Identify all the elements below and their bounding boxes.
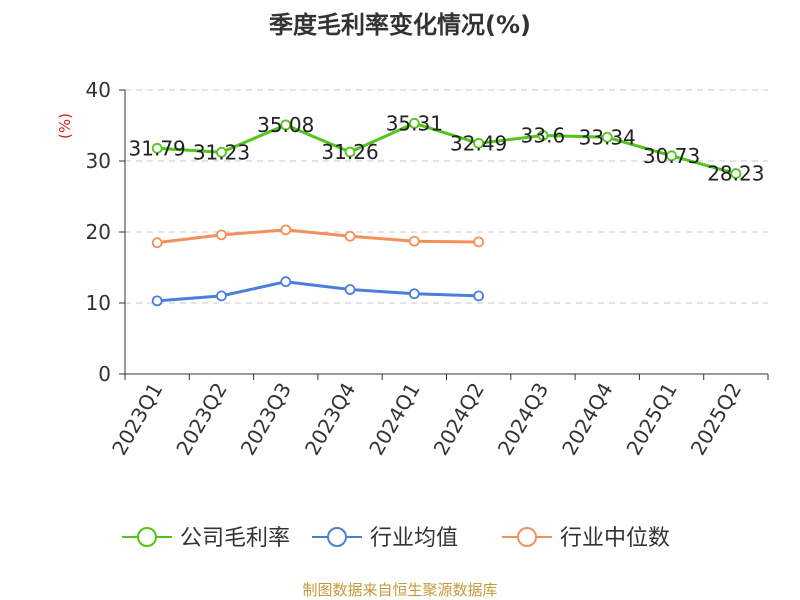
legend: 公司毛利率 行业均值 行业中位数 <box>122 526 670 551</box>
x-tick-label: 2024Q4 <box>557 379 617 460</box>
data-label: 31.23 <box>193 140 250 164</box>
gridlines <box>125 89 768 304</box>
data-point <box>280 224 292 236</box>
x-tick-label: 2025Q2 <box>686 379 746 460</box>
series-line <box>157 121 737 176</box>
y-tick-label: 20 <box>86 220 111 244</box>
series-line <box>157 280 479 303</box>
legend-label: 公司毛利率 <box>180 526 290 551</box>
legend-marker <box>517 527 537 547</box>
series-0 <box>151 117 742 179</box>
data-label: 30.73 <box>643 144 700 168</box>
data-labels: 31.79 31.23 35.08 31.26 35.31 32.49 33.6 33.34 3… <box>129 111 765 185</box>
data-point <box>537 130 549 141</box>
data-point <box>280 119 292 131</box>
data-point <box>344 230 356 242</box>
y-axis-label: (%) <box>56 113 74 139</box>
data-point <box>408 117 420 129</box>
legend-item: 公司毛利率 <box>122 526 290 551</box>
x-tick-label: 2024Q2 <box>429 379 489 460</box>
data-point <box>151 142 163 154</box>
data-point <box>473 137 485 149</box>
series-1 <box>151 276 485 307</box>
data-point <box>408 288 420 300</box>
data-label: 35.08 <box>257 113 314 137</box>
legend-item: 行业中位数 <box>502 526 670 551</box>
data-point <box>730 168 742 179</box>
y-tick-label: 0 <box>98 362 111 386</box>
legend-marker <box>137 527 157 547</box>
chart-title: 季度毛利率变化情况(%) <box>269 11 531 39</box>
y-tick-label: 10 <box>86 291 111 315</box>
data-point <box>216 146 227 158</box>
series-line <box>156 228 479 245</box>
data-label: 32.49 <box>450 131 507 155</box>
x-tick-label: 2023Q3 <box>236 379 296 460</box>
x-tick-label: 2023Q1 <box>107 379 167 460</box>
data-point <box>280 276 292 288</box>
series-2 <box>151 224 485 249</box>
legend-marker <box>327 527 347 547</box>
data-label: 28.23 <box>707 162 764 186</box>
data-point <box>344 146 356 158</box>
data-point <box>473 236 485 248</box>
x-tick-label: 2025Q1 <box>621 379 681 460</box>
data-point <box>601 131 613 143</box>
series-group <box>151 117 742 307</box>
data-label: 35.31 <box>386 111 443 135</box>
x-tick-label: 2023Q2 <box>171 379 231 460</box>
legend-label: 行业均值 <box>370 526 458 551</box>
data-point <box>473 290 485 302</box>
x-tick-label: 2024Q3 <box>493 379 553 460</box>
legend-item: 行业均值 <box>312 526 458 551</box>
data-point <box>216 229 227 241</box>
x-tick-label: 2023Q4 <box>300 379 360 460</box>
data-point <box>151 295 163 307</box>
x-tick-label: 2024Q1 <box>364 379 424 460</box>
legend-label: 行业中位数 <box>560 526 670 551</box>
data-label: 33.34 <box>579 125 636 149</box>
data-point <box>151 237 163 249</box>
data-point <box>344 284 356 295</box>
source-footer: 制图数据来自恒生聚源数据库 <box>302 581 497 599</box>
data-point <box>666 150 677 162</box>
data-point <box>216 290 227 302</box>
data-label: 33.6 <box>521 123 566 147</box>
y-tick-label: 40 <box>86 78 111 102</box>
data-label: 31.26 <box>321 140 378 164</box>
data-label: 31.79 <box>129 136 186 160</box>
y-tick-label: 30 <box>86 149 111 173</box>
data-point <box>408 235 420 247</box>
